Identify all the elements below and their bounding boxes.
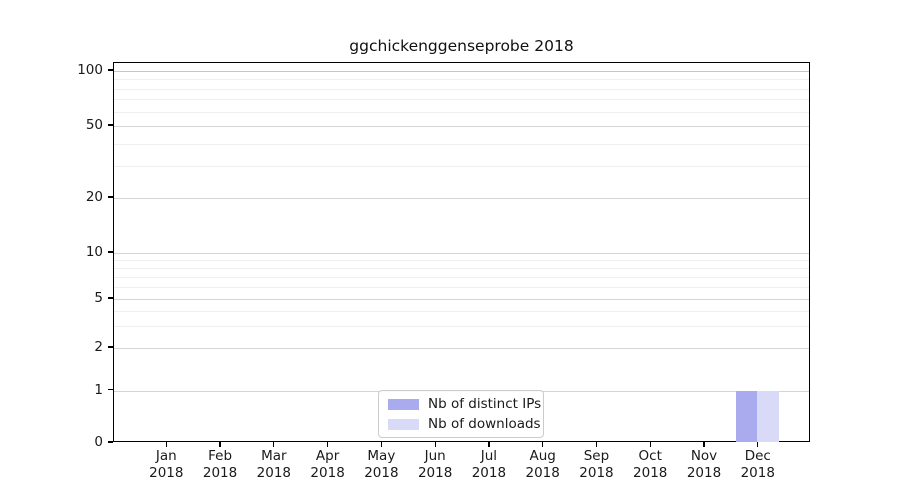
minor-gridline (114, 286, 809, 288)
x-tick-label: Jan 2018 (134, 448, 198, 482)
y-tick-label: 10 (85, 244, 103, 260)
legend-entry-downloads: Nb of downloads (388, 416, 543, 432)
minor-gridline (114, 310, 809, 312)
y-tick-label: 20 (85, 189, 103, 205)
y-tick-label: 2 (94, 339, 103, 355)
y-tick-label: 50 (85, 117, 103, 133)
bar-nb-of-downloads (757, 390, 780, 442)
x-tick-label: Oct 2018 (618, 448, 682, 482)
x-tick-year: 2018 (525, 465, 560, 481)
x-tick-year: 2018 (471, 465, 507, 481)
bar-nb-of-distinct-ips (735, 390, 758, 442)
x-tick-mark (434, 442, 436, 447)
y-tick-label: 5 (94, 290, 103, 306)
x-tick-mark (757, 442, 759, 447)
major-gridline (114, 126, 809, 127)
distinct-ips-swatch-icon (388, 398, 419, 410)
y-tick-mark (108, 388, 113, 391)
x-tick-mark (488, 442, 490, 447)
x-tick-mark (273, 442, 275, 447)
x-tick-mark (542, 442, 544, 447)
minor-gridline (114, 276, 809, 278)
plot-area (113, 62, 810, 442)
y-tick-mark (108, 441, 113, 443)
x-tick-label: Aug 2018 (511, 448, 575, 482)
x-tick-mark (326, 442, 329, 447)
downloads-swatch-icon (388, 418, 419, 430)
legend-entry-distinct-ips: Nb of distinct IPs (388, 396, 543, 412)
major-gridline (114, 198, 809, 199)
x-tick-year: 2018 (202, 465, 238, 481)
x-tick-year: 2018 (310, 465, 345, 481)
x-tick-label: Mar 2018 (242, 448, 306, 482)
x-tick-year: 2018 (149, 465, 184, 481)
y-tick-label: 100 (77, 62, 103, 78)
x-tick-year: 2018 (364, 465, 399, 481)
chart-title: ggchickenggenseprobe 2018 (349, 37, 574, 55)
x-tick-year: 2018 (740, 465, 775, 481)
minor-gridline (114, 166, 809, 168)
minor-gridline (114, 267, 809, 269)
x-tick-mark (380, 442, 383, 447)
legend: Nb of distinct IPs Nb of downloads (378, 390, 544, 438)
major-gridline (114, 71, 809, 72)
x-tick-label: Sep 2018 (564, 448, 628, 482)
legend-label: Nb of distinct IPs (428, 396, 542, 412)
x-tick-mark (219, 442, 221, 447)
x-tick-label: Jul 2018 (457, 448, 521, 482)
x-tick-label: Feb 2018 (188, 448, 252, 482)
y-tick-mark (108, 251, 113, 253)
minor-gridline (114, 143, 809, 145)
y-tick-label: 1 (94, 381, 103, 398)
x-tick-year: 2018 (686, 465, 722, 481)
minor-gridline (114, 111, 809, 113)
x-tick-mark (165, 442, 167, 447)
x-tick-label: May 2018 (349, 448, 413, 482)
x-tick-mark (703, 442, 705, 447)
y-tick-mark (108, 124, 113, 126)
minor-gridline (114, 326, 809, 328)
x-tick-label: Nov 2018 (672, 448, 736, 482)
minor-gridline (114, 79, 809, 81)
x-tick-mark (595, 442, 598, 447)
major-gridline (114, 348, 809, 349)
x-tick-label: Apr 2018 (296, 448, 360, 482)
minor-gridline (114, 99, 809, 101)
x-tick-year: 2018 (633, 465, 668, 481)
minor-gridline (114, 88, 809, 90)
major-gridline (114, 253, 809, 254)
y-tick-mark (108, 196, 113, 198)
y-tick-mark (108, 297, 113, 299)
y-tick-mark (108, 69, 113, 71)
legend-label: Nb of downloads (428, 416, 541, 432)
y-tick-label: 0 (94, 434, 103, 450)
x-tick-year: 2018 (417, 465, 453, 481)
x-tick-mark (649, 442, 651, 447)
x-tick-label: Jun 2018 (403, 448, 467, 482)
minor-gridline (114, 259, 809, 261)
x-tick-year: 2018 (579, 465, 614, 481)
major-gridline (114, 299, 809, 300)
y-tick-mark (108, 346, 113, 348)
x-tick-year: 2018 (256, 465, 291, 481)
x-tick-label: Dec 2018 (726, 448, 790, 482)
